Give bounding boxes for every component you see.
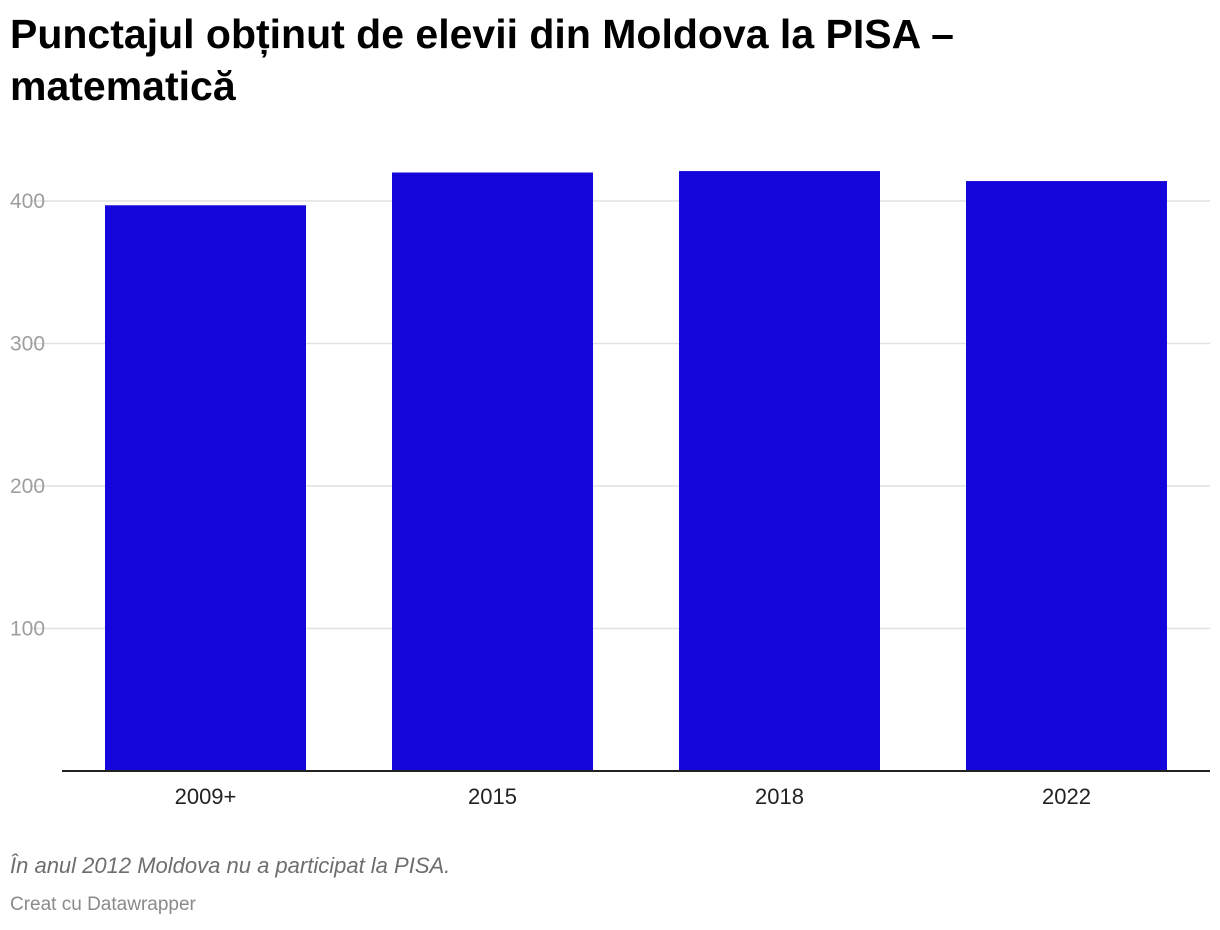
x-axis-labels: 2009+ 2015 2018 2022	[175, 784, 1091, 809]
chart-note: În anul 2012 Moldova nu a participat la …	[10, 853, 451, 878]
chart-credit: Creat cu Datawrapper	[10, 894, 196, 915]
bar-2022	[966, 181, 1167, 772]
x-tick-label: 2009+	[175, 784, 237, 809]
bar-2018	[679, 171, 880, 771]
bar-chart: 100 200 300 400 2009+ 2015 2018 2022	[10, 171, 1210, 809]
bar-2015	[392, 172, 593, 771]
y-tick-label: 300	[10, 333, 45, 356]
chart-title: Punctajul obținut de elevii din Moldova …	[10, 11, 954, 109]
x-tick-label: 2015	[468, 784, 517, 809]
y-tick-label: 100	[10, 618, 45, 641]
x-tick-label: 2018	[755, 784, 804, 809]
bar-2009	[105, 205, 306, 771]
bars	[105, 171, 1167, 772]
y-tick-label: 400	[10, 190, 45, 213]
y-tick-label: 200	[10, 475, 45, 498]
x-tick-label: 2022	[1042, 784, 1091, 809]
